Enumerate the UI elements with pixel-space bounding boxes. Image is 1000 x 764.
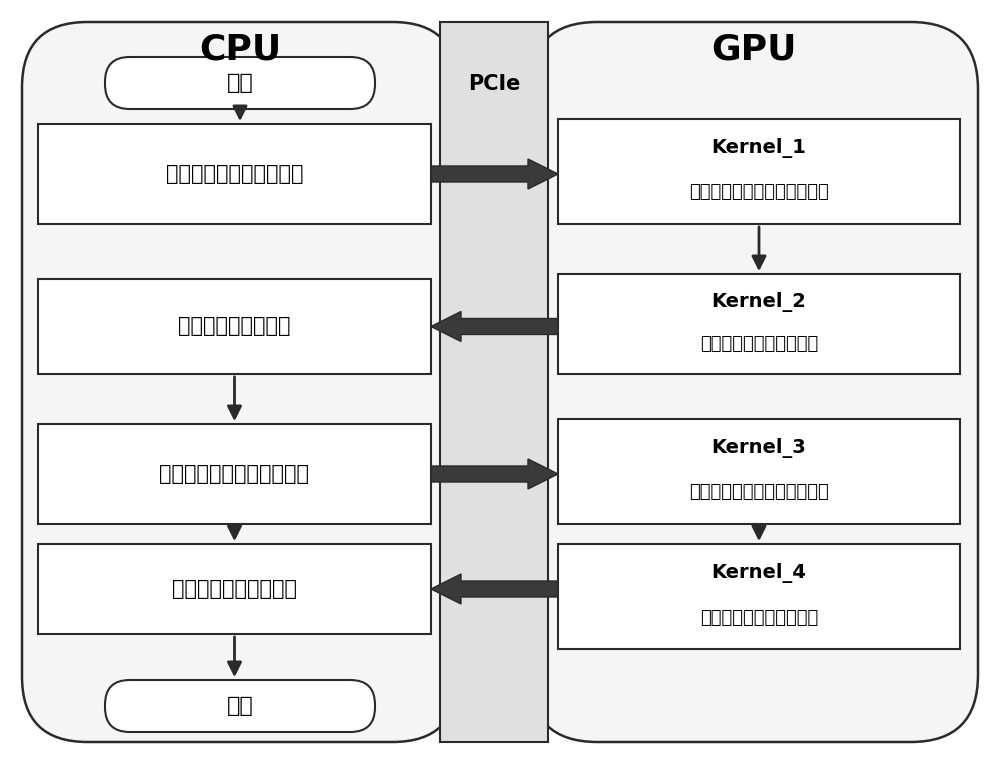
Text: 计算发电断开后节点电压相角: 计算发电断开后节点电压相角: [689, 484, 829, 501]
Text: Kernel_2: Kernel_2: [712, 292, 806, 312]
Text: 处理发电机开端的结果: 处理发电机开端的结果: [172, 579, 297, 599]
FancyBboxPatch shape: [22, 22, 458, 742]
Bar: [38, 124, 431, 224]
Text: 检查有功功率过负荷状态: 检查有功功率过负荷状态: [700, 335, 818, 353]
Text: Kernel_4: Kernel_4: [712, 563, 806, 584]
Text: Kernel_1: Kernel_1: [712, 138, 806, 158]
Text: 计算支路开断后节点电压相角: 计算支路开断后节点电压相角: [689, 183, 829, 202]
Bar: [558, 274, 960, 374]
Bar: [558, 119, 960, 224]
Bar: [38, 279, 431, 374]
FancyBboxPatch shape: [105, 680, 375, 732]
FancyArrow shape: [431, 574, 558, 604]
Text: 准备数据和支路开断信息: 准备数据和支路开断信息: [166, 164, 303, 184]
Text: 检查有功功率过负荷状态: 检查有功功率过负荷状态: [700, 608, 818, 626]
Text: 开始: 开始: [227, 73, 253, 93]
Bar: [558, 544, 960, 649]
Text: 处理支路开断的结果: 处理支路开断的结果: [178, 316, 291, 336]
Bar: [558, 419, 960, 524]
FancyArrow shape: [431, 312, 558, 342]
FancyBboxPatch shape: [105, 57, 375, 109]
FancyArrow shape: [431, 459, 558, 489]
Text: Kernel_3: Kernel_3: [712, 439, 806, 458]
Text: 准备数据和发电机开断信息: 准备数据和发电机开断信息: [160, 464, 310, 484]
Text: CPU: CPU: [199, 32, 281, 66]
Text: GPU: GPU: [711, 32, 797, 66]
Bar: [440, 22, 548, 742]
Bar: [38, 544, 431, 634]
Bar: [38, 424, 431, 524]
Text: PCIe: PCIe: [468, 74, 520, 94]
FancyArrow shape: [431, 159, 558, 189]
FancyBboxPatch shape: [530, 22, 978, 742]
Text: 结束: 结束: [227, 696, 253, 716]
